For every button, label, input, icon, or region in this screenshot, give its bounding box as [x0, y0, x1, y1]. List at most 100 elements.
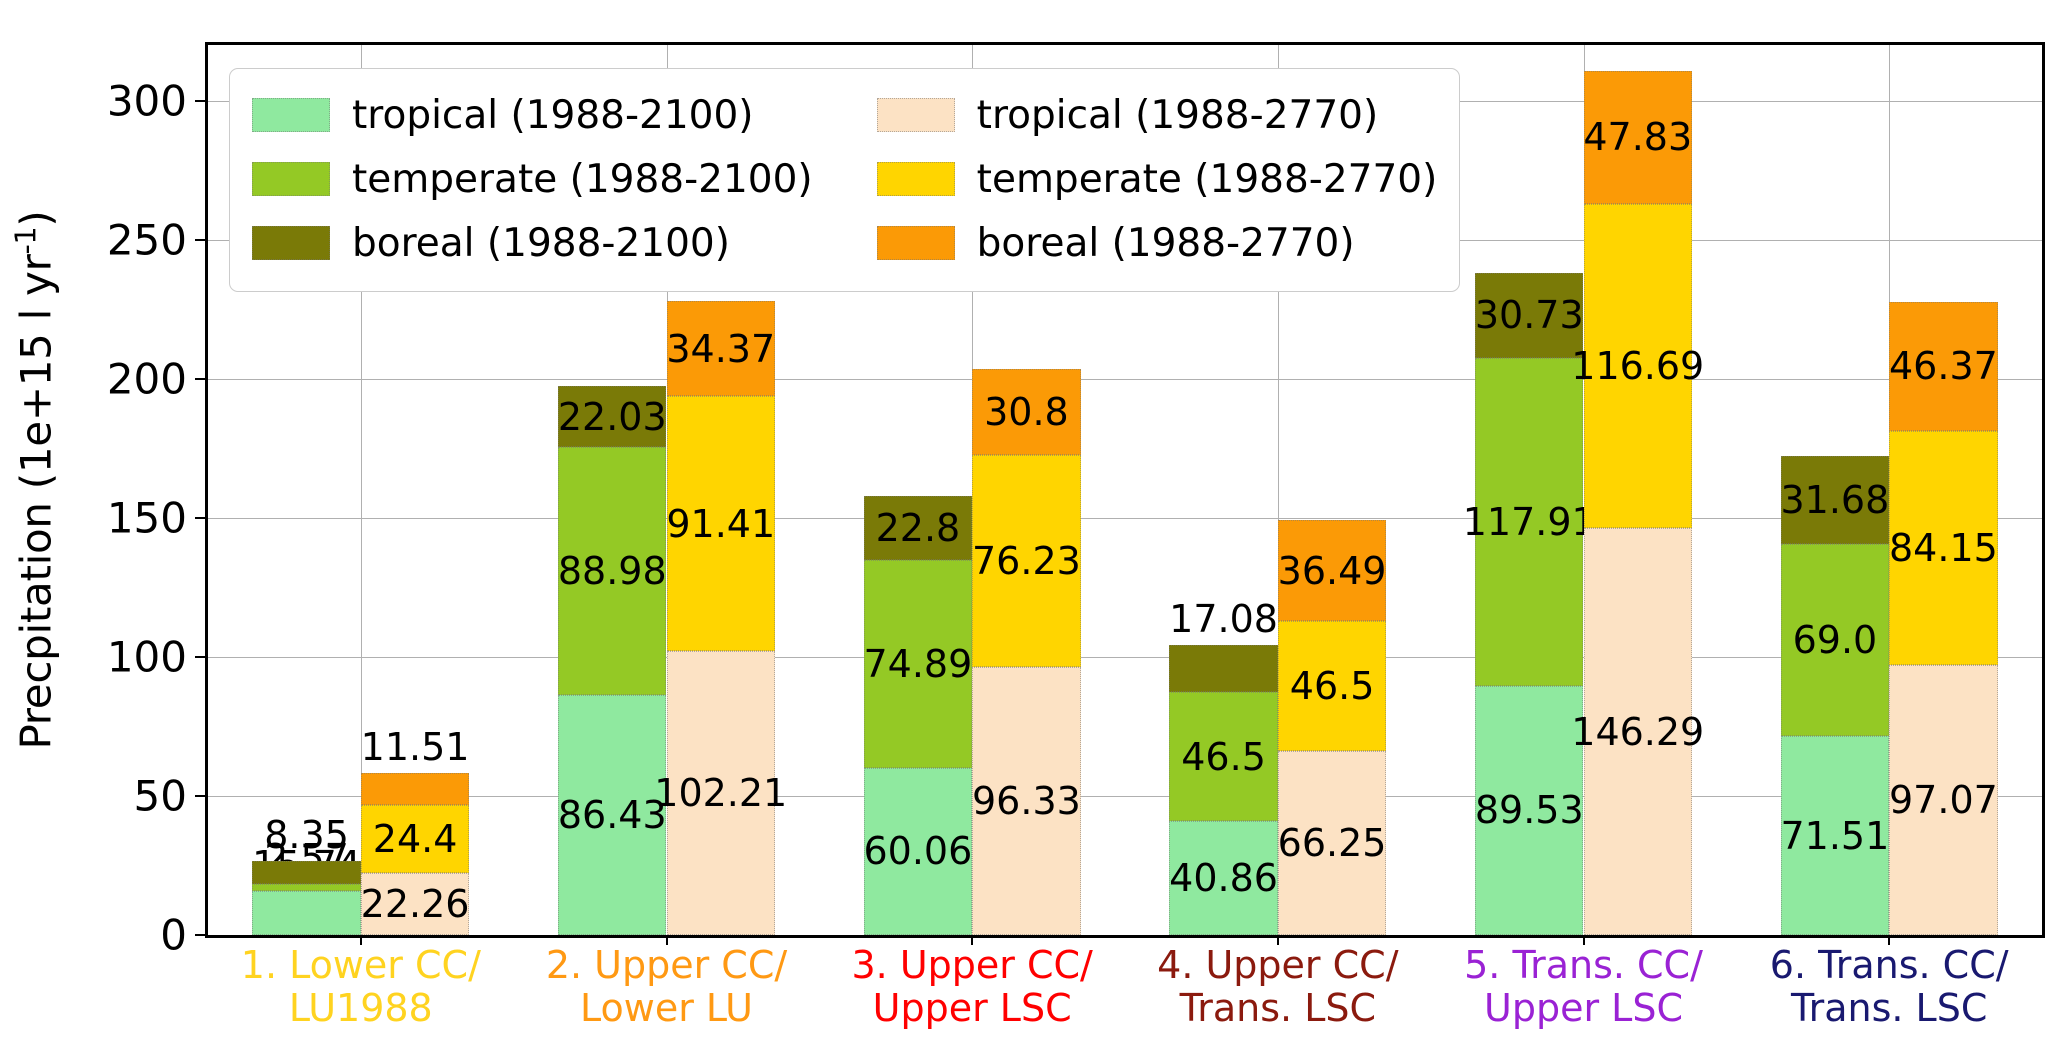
legend-swatch	[876, 98, 955, 132]
stacked-bar-right[interactable]: 146.29 116.69 47.83	[1571, 45, 1704, 935]
bar-segment[interactable]	[863, 767, 973, 935]
x-tick-mark	[1276, 935, 1279, 945]
bar-segment[interactable]	[666, 396, 775, 651]
stacked-bar-left[interactable]: 60.06 74.89 22.8	[863, 45, 973, 935]
y-gridline	[208, 378, 2042, 380]
y-tick-label: 200	[106, 354, 187, 404]
x-tick-label: 2. Upper CC/Lower LU	[467, 944, 867, 1030]
bar-segment[interactable]	[1474, 685, 1584, 935]
bar-segment[interactable]	[360, 805, 470, 874]
legend-item[interactable]: boreal (1988-2770)	[876, 211, 1438, 275]
y-tick-mark	[195, 238, 205, 241]
y-tick-label: 150	[106, 493, 187, 543]
bar-segment[interactable]	[666, 650, 775, 935]
bar-segment[interactable]	[360, 773, 470, 806]
bar-segment[interactable]	[1889, 302, 1998, 431]
bar-segment[interactable]	[252, 884, 361, 892]
bar-value-label: 89.53	[1474, 788, 1584, 833]
bar-segment[interactable]	[1889, 430, 1998, 665]
bar-segment[interactable]	[1889, 665, 1998, 935]
bar-value-label: 96.33	[972, 779, 1081, 824]
bar-segment[interactable]	[557, 694, 667, 935]
legend-swatch	[876, 226, 955, 260]
bar-segment[interactable]	[1277, 519, 1387, 622]
x-tick-label-line1: 2. Upper CC/	[545, 943, 788, 987]
bar-segment[interactable]	[1169, 821, 1278, 935]
legend-item[interactable]: tropical (1988-2100)	[252, 83, 813, 147]
bar-segment[interactable]	[1169, 644, 1278, 693]
bar-segment[interactable]	[1780, 544, 1890, 737]
bar-segment[interactable]	[863, 559, 973, 768]
y-tick-mark	[195, 377, 205, 380]
bar-segment[interactable]	[972, 667, 1081, 935]
x-tick-label-line2: Lower LU	[579, 985, 753, 1030]
x-tick-label-line2: Upper LSC	[1484, 985, 1683, 1030]
x-tick-label-line1: 3. Upper CC/	[851, 943, 1093, 987]
bar-segment[interactable]	[1583, 70, 1692, 204]
y-tick-label: 300	[106, 76, 187, 126]
bar-segment[interactable]	[1583, 203, 1692, 529]
x-tick-label-line1: 5. Trans. CC/	[1464, 943, 1703, 987]
stacked-bar-left[interactable]: 89.53 117.91 30.73	[1463, 45, 1596, 935]
bar-segment[interactable]	[1780, 456, 1890, 545]
x-tick-label-line2: LU1988	[288, 985, 433, 1030]
bar-value-label: 22.8	[875, 505, 961, 550]
stacked-bar-right[interactable]: 66.25 46.5 36.49	[1277, 45, 1387, 935]
y-tick-label: 100	[106, 632, 187, 682]
bar-segment[interactable]	[252, 860, 361, 885]
bar-value-label: 102.21	[654, 770, 788, 815]
x-tick-mark	[1582, 935, 1585, 945]
y-tick-label: 50	[133, 771, 187, 821]
y-tick-mark	[195, 794, 205, 797]
bar-value-label: 8.35	[264, 812, 349, 857]
y-tick-label: 0	[160, 910, 187, 960]
legend-swatch	[252, 98, 330, 132]
chart-legend: tropical (1988-2100) tropical (1988-2770)…	[229, 68, 1461, 292]
legend-label: boreal (1988-2100)	[352, 220, 730, 266]
legend-swatch	[252, 226, 330, 260]
stacked-bar-left[interactable]: 86.43 88.98 22.03	[558, 45, 667, 935]
bar-segment[interactable]	[1169, 692, 1278, 822]
legend-item[interactable]: temperate (1988-2100)	[252, 147, 813, 211]
bar-segment[interactable]	[360, 873, 470, 935]
bar-segment[interactable]	[252, 891, 361, 935]
bar-value-label: 84.15	[1889, 526, 1998, 570]
bar-segment[interactable]	[863, 496, 973, 560]
x-gridline	[360, 45, 362, 935]
bar-value-label: 66.25	[1277, 820, 1387, 865]
stacked-bar-right[interactable]: 96.33 76.23 30.8	[972, 45, 1081, 935]
bar-segment[interactable]	[1277, 621, 1387, 751]
legend-item[interactable]: boreal (1988-2100)	[252, 211, 813, 275]
bar-value-label: 76.23	[972, 539, 1081, 584]
bar-segment[interactable]	[666, 300, 775, 397]
x-tick-mark	[359, 935, 362, 945]
bar-segment[interactable]	[1277, 750, 1387, 935]
stacked-bar-right[interactable]: 22.26 24.4 11.51	[360, 45, 470, 935]
stacked-bar-right[interactable]: 97.07 84.15 46.37	[1889, 45, 1998, 935]
bar-segment[interactable]	[557, 385, 667, 448]
bar-value-label: 47.83	[1583, 115, 1693, 160]
bar-segment[interactable]	[1474, 358, 1584, 686]
legend-swatch	[252, 162, 330, 196]
y-tick-mark	[195, 516, 205, 519]
bar-segment[interactable]	[1780, 736, 1890, 935]
bar-value-label: 97.07	[1889, 778, 1998, 822]
bar-value-label: 22.26	[360, 882, 470, 927]
bar-segment[interactable]	[972, 455, 1081, 668]
x-tick-label-line1: 4. Upper CC/	[1157, 943, 1399, 987]
legend-item[interactable]: tropical (1988-2770)	[876, 83, 1438, 147]
bar-segment[interactable]	[557, 447, 667, 695]
legend-item[interactable]: temperate (1988-2770)	[876, 147, 1437, 211]
bar-segment[interactable]	[1583, 528, 1692, 935]
stacked-bar-left[interactable]: 15.742.578.35	[252, 45, 361, 935]
bar-segment[interactable]	[972, 369, 1081, 456]
stacked-bar-right[interactable]: 102.21 91.41 34.37	[654, 45, 787, 935]
bar-value-label: 34.37	[666, 326, 776, 371]
stacked-bar-left[interactable]: 40.86 46.5 17.08	[1169, 45, 1278, 935]
bar-value-label: 17.08	[1169, 596, 1278, 641]
stacked-bar-left[interactable]: 71.51 69.0 31.68	[1780, 45, 1890, 935]
bar-segment[interactable]	[1474, 272, 1584, 359]
bar-value-label: 86.43	[557, 792, 667, 837]
